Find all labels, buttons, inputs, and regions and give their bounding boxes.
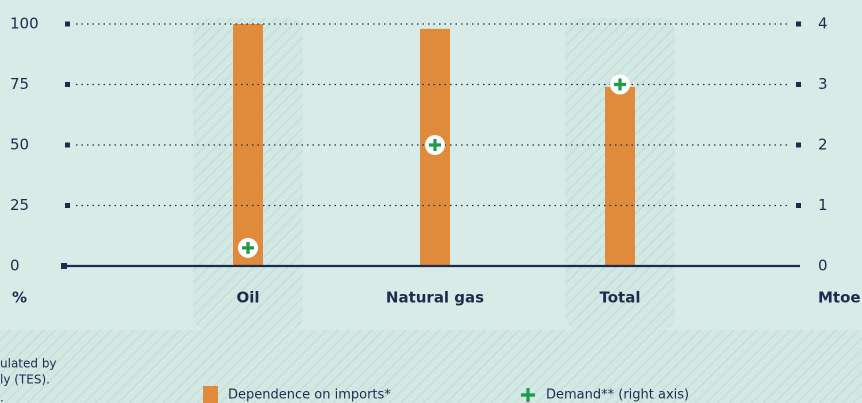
y-tick-label: 50 <box>10 136 29 154</box>
footnote: . <box>0 391 4 403</box>
grid-end <box>61 263 67 269</box>
grid-end <box>65 21 70 27</box>
y-tick-label: 0 <box>10 257 20 275</box>
y2-tick-label: 4 <box>818 15 828 33</box>
demand-marker <box>610 74 630 95</box>
y2-tick-label: 3 <box>818 75 828 93</box>
y-tick-label: 100 <box>10 15 39 33</box>
legend-swatch <box>203 386 218 403</box>
legend-label: Dependence on imports* <box>228 388 391 403</box>
y2-tick-label: 1 <box>818 196 828 214</box>
footnote: ly (TES). <box>0 373 50 387</box>
marker-plus <box>242 241 254 254</box>
y-unit: % <box>12 289 27 307</box>
demand-marker <box>425 135 445 155</box>
y2-unit: Mtoe <box>818 289 861 307</box>
marker-plus <box>614 78 626 91</box>
grid-end <box>796 21 801 27</box>
bar <box>605 86 635 266</box>
x-tick-label: Oil <box>236 289 259 307</box>
grid-end <box>796 82 801 87</box>
y-tick-label: 75 <box>10 75 29 93</box>
grid-end <box>65 82 70 87</box>
hatch-band <box>0 330 862 403</box>
plot <box>233 24 635 267</box>
demand-marker <box>238 237 258 258</box>
legend-label: Demand** (right axis) <box>546 388 689 403</box>
grid-end <box>796 142 801 148</box>
grid-end <box>65 142 70 148</box>
grid-end <box>65 203 70 208</box>
grid-end <box>796 203 801 208</box>
x-tick-label: Total <box>600 289 641 307</box>
y2-tick-label: 0 <box>818 257 828 275</box>
legend-plus <box>521 388 535 402</box>
y2-tick-label: 2 <box>818 136 828 154</box>
y-tick-label: 25 <box>10 196 29 214</box>
x-tick-label: Natural gas <box>386 289 484 307</box>
marker-plus <box>429 139 441 151</box>
footnote: ulated by <box>0 357 57 371</box>
